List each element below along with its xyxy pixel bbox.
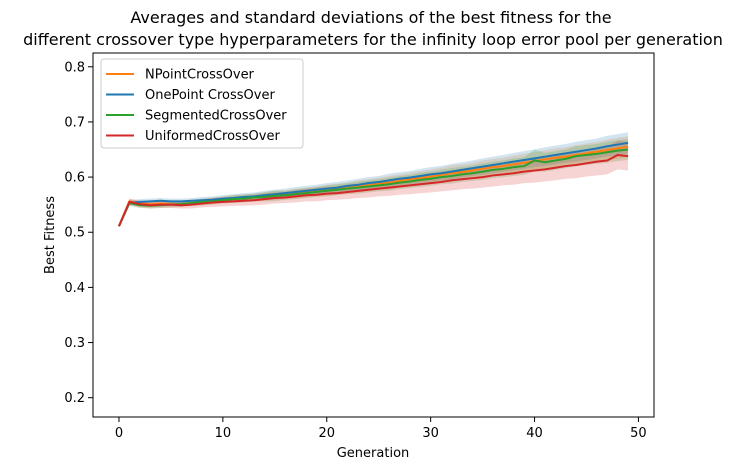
series-line-3: [118, 154, 629, 227]
x-tick-label: 10: [215, 426, 232, 441]
series-line-1: [118, 141, 629, 227]
x-tick-label: 20: [318, 426, 335, 441]
y-axis-ticks: 0.2 0.3 0.4 0.5 0.6 0.7 0.8: [64, 60, 93, 406]
legend-label-3: UniformedCrossOver: [145, 129, 280, 144]
std-band-1: [118, 132, 629, 228]
x-axis-label: Generation: [337, 446, 410, 461]
y-axis-label: Best Fitness: [43, 196, 58, 274]
legend-label-1: OnePoint CrossOver: [145, 88, 275, 103]
x-tick-label: 50: [630, 426, 647, 441]
legend-label-2: SegmentedCrossOver: [145, 109, 287, 124]
y-tick-label: 0.5: [64, 226, 85, 241]
x-tick-label: 30: [422, 426, 439, 441]
legend-box: [100, 58, 304, 149]
plot-frame: [92, 52, 655, 418]
legend: NPointCrossOver OnePoint CrossOver Segment…: [100, 58, 304, 149]
y-tick-label: 0.2: [64, 391, 85, 406]
y-tick-label: 0.3: [64, 336, 85, 351]
series-line-2: [118, 148, 629, 227]
y-tick-label: 0.6: [64, 171, 85, 186]
legend-label-0: NPointCrossOver: [145, 68, 255, 83]
y-tick-label: 0.4: [64, 281, 85, 296]
y-tick-label: 0.8: [64, 60, 85, 75]
x-tick-label: 0: [115, 426, 123, 441]
x-axis-ticks: 0 10 20 30 40 50: [115, 417, 647, 441]
y-tick-label: 0.7: [64, 115, 85, 130]
chart-title-line-2: different crossover type hyperparameters…: [23, 30, 723, 49]
chart-title-line-1: Averages and standard deviations of the …: [130, 8, 611, 27]
x-tick-label: 40: [526, 426, 543, 441]
series-lines: [118, 141, 629, 227]
